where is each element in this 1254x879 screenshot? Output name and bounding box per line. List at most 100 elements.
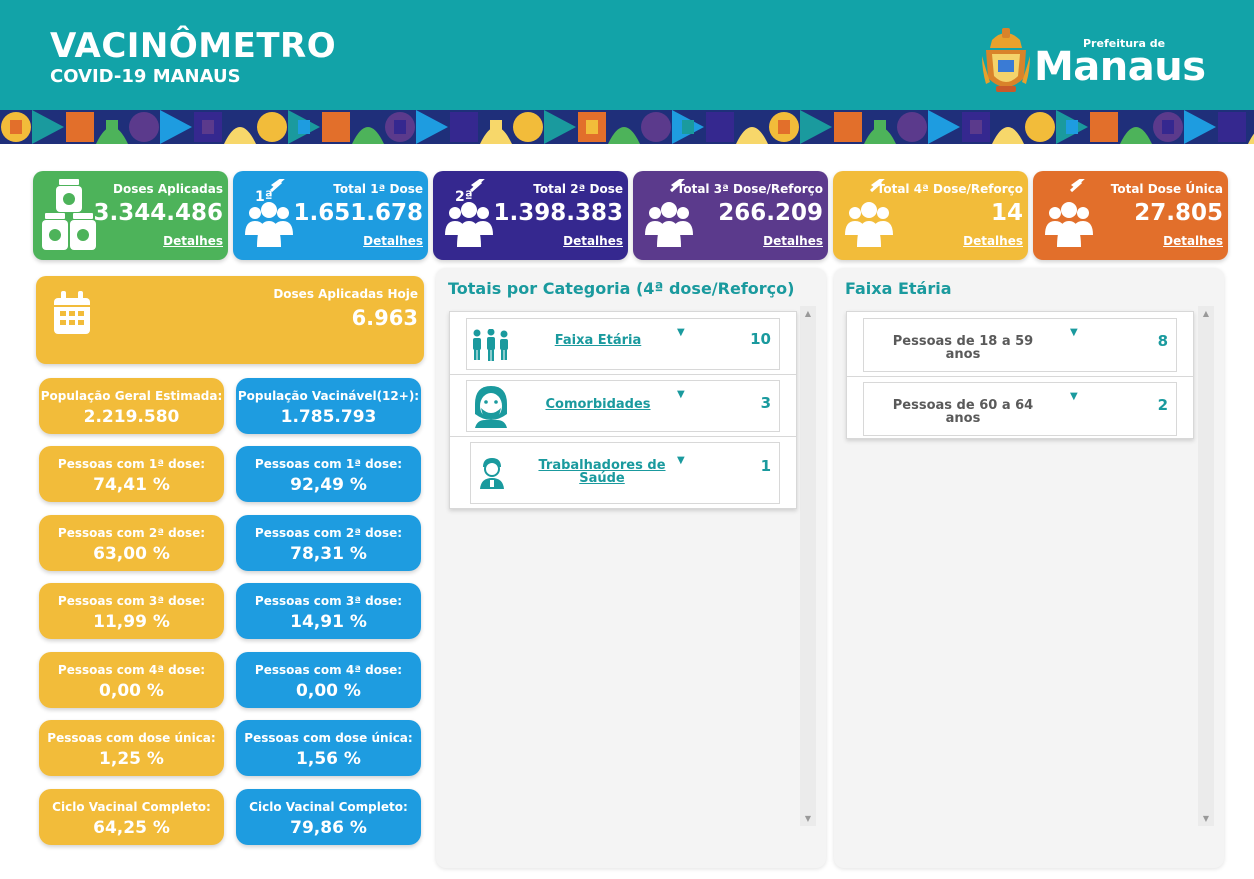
details-link[interactable]: Detalhes (963, 234, 1023, 248)
scroll-up-icon[interactable]: ▲ (804, 309, 812, 318)
doses-today-card: Doses Aplicadas Hoje 6.963 (36, 276, 424, 364)
pattern-tile (322, 112, 350, 142)
kpi-card: Total 3ª Dose/Reforço 266.209 Detalhes (633, 171, 828, 260)
age-range-count: 2 (1157, 396, 1168, 414)
people-third-dose-icon (645, 179, 693, 247)
kpi-card: Doses Aplicadas 3.344.486 Detalhes (33, 171, 228, 260)
stat-label: População Vacinável(12+): (237, 389, 420, 403)
pattern-tile (1066, 120, 1078, 134)
people-single-dose-icon (1045, 179, 1093, 247)
kpi-card: 1ª Total 1ª Dose 1.651.678 Detalhes (233, 171, 428, 260)
age-row[interactable]: Pessoas de 18 a 59 anos ▼ 8 (863, 318, 1177, 372)
pattern-tile (10, 120, 22, 134)
scroll-down-icon[interactable]: ▼ (1202, 814, 1210, 823)
people-first-dose-icon: 1ª (245, 179, 293, 247)
vaccinable-population-stat: Pessoas com 3ª dose: 14,91 % (236, 583, 421, 639)
category-list: Faixa Etária ▼ 10 Comorbidades ▼ 3 (449, 311, 797, 509)
general-population-stat: Pessoas com 1ª dose: 74,41 % (39, 446, 224, 502)
divider (847, 376, 1193, 377)
general-population-stat: Pessoas com 4ª dose: 0,00 % (39, 652, 224, 708)
scroll-up-icon[interactable]: ▲ (1202, 309, 1210, 318)
pattern-tile (682, 120, 694, 134)
vaccinable-population-stat: Pessoas com 1ª dose: 92,49 % (236, 446, 421, 502)
category-link[interactable]: Faixa Etária (554, 333, 642, 348)
pattern-tile (928, 110, 960, 144)
category-panel-title: Totais por Categoria (4ª dose/Reforço) (448, 279, 795, 298)
pattern-tile (1025, 112, 1055, 142)
details-link[interactable]: Detalhes (763, 234, 823, 248)
details-link[interactable]: Detalhes (563, 234, 623, 248)
pattern-tile (736, 127, 768, 144)
pattern-tile (224, 127, 256, 144)
pattern-tile (106, 120, 118, 134)
pattern-tile (864, 127, 896, 144)
chevron-down-icon[interactable]: ▼ (1070, 327, 1078, 338)
category-panel-scrollbar[interactable]: ▲ ▼ (800, 306, 816, 826)
details-link[interactable]: Detalhes (363, 234, 423, 248)
age-range-panel-title: Faixa Etária (845, 279, 952, 298)
age-range-label: Pessoas de 60 a 64 anos (892, 398, 1034, 426)
pattern-tile (706, 112, 734, 142)
category-row-trabalhadores[interactable]: Trabalhadores de Saúde ▼ 1 (470, 442, 780, 504)
stat-value: 11,99 % (93, 612, 170, 632)
stat-value: 1.785.793 (280, 407, 377, 427)
chevron-down-icon[interactable]: ▼ (677, 327, 685, 338)
chevron-down-icon[interactable]: ▼ (677, 455, 685, 466)
stat-value: 74,41 % (93, 475, 170, 495)
stat-value: 64,25 % (93, 818, 170, 838)
stat-value: 2.219.580 (83, 407, 180, 427)
pattern-tile (394, 120, 406, 134)
general-population-stat: Pessoas com 3ª dose: 11,99 % (39, 583, 224, 639)
kpi-card: 2ª Total 2ª Dose 1.398.383 Detalhes (433, 171, 628, 260)
pattern-tile (1120, 127, 1152, 144)
pattern-tile (970, 120, 982, 134)
stat-value: 1,25 % (99, 749, 164, 769)
pattern-tile (129, 112, 159, 142)
age-row[interactable]: Pessoas de 60 a 64 anos ▼ 2 (863, 382, 1177, 436)
city-crest-icon (982, 28, 1030, 92)
category-link[interactable]: Trabalhadores de Saúde (538, 458, 666, 486)
vaccinable-population-stat: Ciclo Vacinal Completo: 79,86 % (236, 789, 421, 845)
vaccinable-population-stat: Pessoas com 2ª dose: 78,31 % (236, 515, 421, 571)
stat-label: Pessoas com 1ª dose: (57, 457, 206, 471)
divider (450, 436, 796, 437)
masked-person-icon (475, 386, 507, 428)
scroll-down-icon[interactable]: ▼ (804, 814, 812, 823)
details-link[interactable]: Detalhes (1163, 234, 1223, 248)
age-range-count: 8 (1157, 332, 1168, 350)
chevron-down-icon[interactable]: ▼ (677, 389, 685, 400)
pattern-tile (544, 110, 576, 144)
pattern-tile (1090, 112, 1118, 142)
stat-label: Pessoas com 4ª dose: (254, 663, 403, 677)
chevron-down-icon[interactable]: ▼ (1070, 391, 1078, 402)
stat-value: 14,91 % (290, 612, 367, 632)
category-row-comorbidades[interactable]: Comorbidades ▼ 3 (466, 380, 780, 432)
people-second-dose-icon: 2ª (445, 179, 493, 247)
stat-label: Pessoas com 2ª dose: (254, 526, 403, 540)
pattern-tile (800, 110, 832, 144)
svg-text:2ª: 2ª (455, 189, 473, 205)
kpi-value: 266.209 (718, 200, 823, 226)
category-link[interactable]: Comorbidades (545, 397, 651, 412)
family-icon (473, 329, 508, 361)
stat-value: 78,31 % (290, 544, 367, 564)
details-link[interactable]: Detalhes (163, 234, 223, 248)
kpi-label: Total 2ª Dose (533, 182, 623, 196)
age-panel-scrollbar[interactable]: ▲ ▼ (1198, 306, 1214, 826)
divider (450, 374, 796, 375)
brand-prefix: Prefeitura de (1083, 37, 1166, 50)
category-row-faixa-etaria[interactable]: Faixa Etária ▼ 10 (466, 318, 780, 370)
kpi-value: 1.651.678 (293, 200, 424, 226)
pattern-tile (1184, 110, 1216, 144)
age-range-label: Pessoas de 18 a 59 anos (892, 334, 1034, 362)
age-range-panel: Faixa Etária ▲ ▼ Pessoas de 18 a 59 anos… (834, 268, 1224, 868)
stat-label: População Geral Estimada: (40, 389, 223, 403)
stat-label: Ciclo Vacinal Completo: (52, 800, 211, 814)
pattern-tile (298, 120, 310, 134)
pattern-tile (480, 127, 512, 144)
stat-label: Pessoas com 3ª dose: (254, 594, 403, 608)
vaccinable-population-stat: População Vacinável(12+): 1.785.793 (236, 378, 421, 434)
pattern-tile (586, 120, 598, 134)
doses-today-value: 6.963 (351, 306, 418, 330)
